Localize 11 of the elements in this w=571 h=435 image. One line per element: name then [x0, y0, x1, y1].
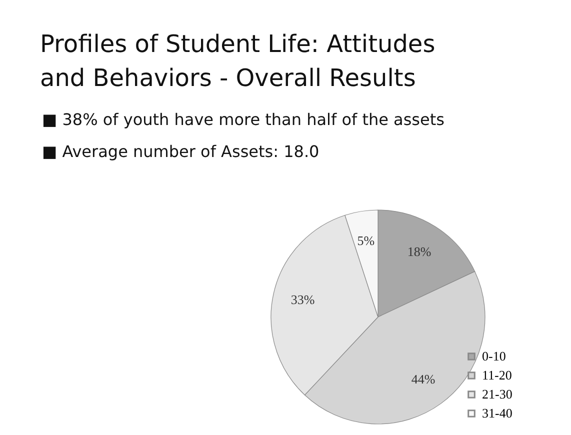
data-label: 44%: [411, 371, 436, 386]
legend-label: 21-30: [482, 386, 512, 402]
data-label: 5%: [357, 232, 375, 248]
data-label: 18%: [407, 244, 432, 259]
text: ■ 38% of youth have more than half of the assets: [42, 110, 444, 129]
chart-title: Profiles of Student Life: Attitudes and Behaviors - Overall Results: [40, 30, 436, 92]
text: ■ Average number of Assets: 18.0: [42, 142, 320, 161]
legend-label: 31-40: [482, 406, 512, 420]
legend-label: 0-10: [482, 348, 506, 364]
data-label: 33%: [290, 292, 315, 308]
legend-label: 11-20: [482, 368, 512, 382]
